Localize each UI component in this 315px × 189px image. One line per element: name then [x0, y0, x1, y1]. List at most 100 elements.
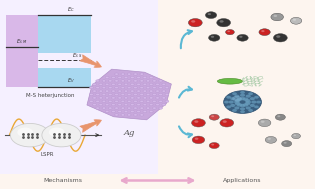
Circle shape [121, 87, 125, 89]
Circle shape [102, 80, 106, 82]
Circle shape [121, 114, 125, 116]
Circle shape [224, 91, 261, 113]
Circle shape [121, 100, 125, 102]
Circle shape [112, 76, 115, 79]
Circle shape [149, 110, 153, 113]
Circle shape [194, 120, 198, 123]
Circle shape [137, 97, 140, 99]
Circle shape [165, 93, 169, 96]
Circle shape [211, 36, 214, 38]
Circle shape [10, 123, 49, 147]
Circle shape [137, 104, 140, 106]
Circle shape [224, 101, 229, 104]
Circle shape [162, 104, 166, 106]
Circle shape [230, 97, 235, 100]
Circle shape [245, 100, 251, 104]
Circle shape [237, 34, 248, 41]
Circle shape [124, 76, 128, 79]
Polygon shape [87, 69, 171, 120]
Circle shape [265, 136, 277, 143]
Circle shape [105, 76, 109, 79]
Circle shape [102, 100, 106, 102]
Circle shape [105, 90, 109, 92]
Text: Ag: Ag [123, 129, 135, 136]
Circle shape [124, 90, 128, 92]
Circle shape [293, 19, 296, 21]
Circle shape [220, 20, 224, 23]
Circle shape [273, 15, 277, 17]
Circle shape [93, 104, 96, 106]
Circle shape [112, 104, 115, 106]
Circle shape [149, 83, 153, 85]
Circle shape [134, 114, 137, 116]
Circle shape [115, 80, 118, 82]
Circle shape [248, 92, 253, 95]
Circle shape [93, 83, 96, 85]
Bar [0, 0, 158, 174]
Circle shape [134, 100, 137, 102]
Circle shape [229, 101, 234, 104]
Circle shape [99, 90, 103, 92]
Circle shape [243, 103, 248, 107]
Circle shape [118, 104, 122, 106]
Circle shape [105, 83, 109, 85]
Circle shape [165, 100, 169, 102]
Circle shape [127, 114, 131, 116]
Circle shape [159, 80, 163, 82]
Circle shape [209, 34, 220, 41]
Circle shape [245, 102, 250, 105]
Circle shape [191, 20, 195, 23]
Circle shape [121, 73, 125, 75]
Circle shape [121, 80, 125, 82]
Circle shape [232, 109, 237, 112]
Circle shape [130, 110, 134, 113]
Circle shape [146, 93, 150, 96]
Circle shape [277, 115, 280, 117]
Circle shape [227, 31, 230, 32]
Circle shape [89, 93, 93, 96]
Circle shape [140, 80, 144, 82]
Circle shape [118, 110, 122, 113]
Circle shape [208, 13, 211, 15]
Circle shape [130, 97, 134, 99]
Circle shape [93, 90, 96, 92]
Circle shape [250, 104, 255, 107]
Circle shape [124, 83, 128, 85]
Circle shape [149, 104, 153, 106]
Circle shape [159, 87, 163, 89]
Circle shape [140, 114, 144, 116]
Circle shape [261, 121, 265, 123]
Circle shape [146, 80, 150, 82]
Circle shape [102, 107, 106, 109]
Circle shape [230, 104, 235, 107]
Circle shape [237, 103, 243, 107]
Circle shape [127, 93, 131, 96]
Circle shape [99, 83, 103, 85]
Circle shape [251, 101, 256, 104]
Circle shape [156, 90, 159, 92]
Circle shape [261, 30, 265, 32]
Circle shape [96, 87, 100, 89]
Circle shape [137, 110, 140, 113]
Circle shape [290, 17, 302, 24]
Circle shape [96, 107, 100, 109]
Circle shape [162, 97, 166, 99]
Circle shape [121, 93, 125, 96]
Circle shape [127, 80, 131, 82]
Circle shape [267, 138, 271, 140]
Circle shape [134, 80, 137, 82]
Circle shape [165, 87, 169, 89]
Circle shape [105, 110, 109, 113]
Circle shape [152, 87, 156, 89]
Circle shape [209, 143, 219, 149]
Circle shape [118, 97, 122, 99]
Circle shape [99, 97, 103, 99]
Circle shape [162, 90, 166, 92]
Circle shape [250, 97, 255, 100]
Circle shape [245, 99, 250, 102]
Circle shape [254, 96, 259, 99]
Circle shape [112, 110, 115, 113]
Circle shape [211, 144, 214, 146]
Circle shape [149, 76, 153, 79]
Circle shape [112, 90, 115, 92]
